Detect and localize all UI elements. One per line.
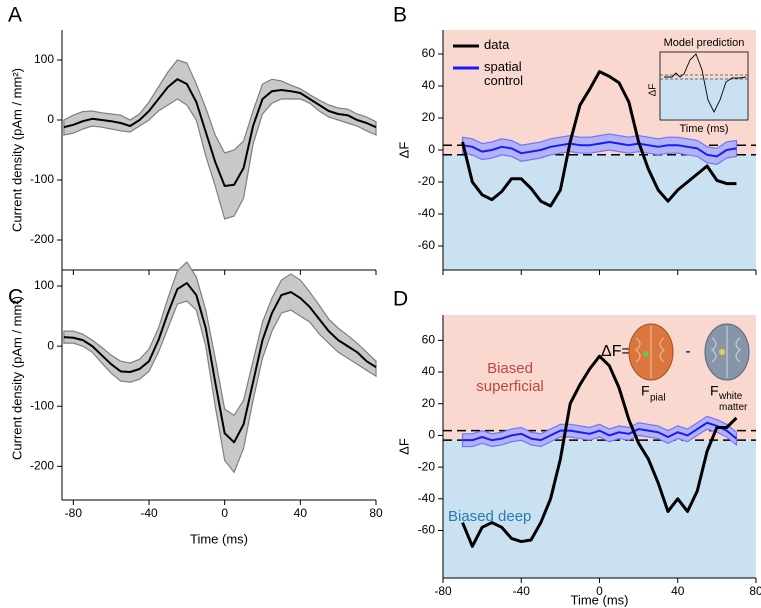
- biased-superficial-box: Biased superficial: [476, 360, 544, 395]
- x-tick-label: 40: [294, 506, 308, 520]
- biased-deep: Biased deep: [448, 508, 532, 525]
- region-below: [443, 154, 756, 270]
- x-tick-label: -80: [434, 584, 452, 598]
- series-line: [63, 78, 377, 187]
- white-sub: white matter: [719, 391, 748, 413]
- x-tick-label: -40: [513, 584, 531, 598]
- y-axis-label: Current density (pAm / mm²): [9, 296, 24, 460]
- y-tick-label: -20: [418, 459, 436, 473]
- legend-label-box: data: [484, 38, 510, 52]
- error-band: [63, 59, 377, 220]
- y-tick-label: 0: [428, 142, 435, 156]
- inset-ylabel: ΔF: [648, 84, 659, 97]
- panel-label: A: [8, 4, 22, 27]
- y-axis-label: Current density (pAm / mm²): [9, 68, 24, 232]
- y-tick-label: 40: [422, 78, 436, 92]
- inset-lower: [660, 78, 748, 120]
- y-tick-label: 100: [34, 278, 54, 292]
- y-tick-label: -40: [418, 491, 436, 505]
- f-white: F: [710, 383, 719, 399]
- y-tick-label: -60: [418, 523, 436, 537]
- error-band: [461, 133, 738, 166]
- y-tick-label: 20: [422, 110, 436, 124]
- f-pial: F: [641, 383, 650, 399]
- series-line: [462, 421, 738, 442]
- x-tick-label: 80: [369, 506, 383, 520]
- y-tick-label: 0: [428, 428, 435, 442]
- y-tick-label: 0: [47, 338, 54, 352]
- biased-deep-box: Biased deep: [448, 508, 532, 525]
- panel-label: B: [393, 4, 407, 27]
- x-tick-label: 80: [749, 584, 761, 598]
- brain-spot: [719, 349, 725, 355]
- equation: ΔF=: [601, 343, 631, 360]
- brain-spot: [643, 351, 649, 357]
- white-sub-box: white matter: [719, 391, 748, 413]
- biased-superficial: Biased superficial: [476, 360, 544, 395]
- x-tick-label: 0: [596, 584, 603, 598]
- legend-label: data: [484, 38, 510, 52]
- minus: -: [685, 343, 690, 360]
- inset-title: Model prediction: [664, 37, 745, 49]
- inset-curve: [664, 53, 747, 114]
- y-tick-label: 100: [34, 52, 54, 66]
- series-line: [461, 70, 737, 208]
- y-tick-label: 20: [422, 396, 436, 410]
- legend-label: spatial control: [484, 60, 524, 88]
- y-tick-label: -20: [418, 174, 436, 188]
- y-tick-label: 60: [422, 46, 436, 60]
- y-tick-label: -200: [30, 232, 54, 246]
- y-tick-label: 40: [422, 364, 436, 378]
- y-tick-label: -200: [30, 459, 54, 473]
- x-tick-label: -40: [140, 506, 158, 520]
- x-tick-label: -80: [65, 506, 83, 520]
- y-tick-label: 60: [422, 333, 436, 347]
- error-band: [63, 261, 377, 474]
- x-axis-label: Time (ms): [570, 592, 628, 607]
- pial-sub: pial: [650, 393, 666, 404]
- y-tick-label: -100: [30, 172, 54, 186]
- y-tick-label: -60: [418, 238, 436, 252]
- inset-xlabel: Time (ms): [679, 123, 728, 135]
- x-axis-label: Time (ms): [190, 531, 248, 546]
- y-axis-label: ΔF: [396, 142, 411, 159]
- brain-folds: [635, 326, 665, 378]
- y-tick-label: 0: [47, 112, 54, 126]
- y-axis-label: ΔF: [396, 438, 411, 455]
- panel-label: D: [393, 288, 408, 311]
- brain-folds: [711, 326, 741, 378]
- x-tick-label: 40: [671, 584, 685, 598]
- x-tick-label: 0: [221, 506, 228, 520]
- legend-label-box: spatial control: [484, 60, 524, 88]
- y-tick-label: -100: [30, 398, 54, 412]
- y-tick-label: -40: [418, 206, 436, 220]
- inset-frame: [659, 51, 749, 121]
- series-line: [461, 354, 738, 548]
- series-line: [462, 141, 737, 158]
- series-line: [63, 282, 377, 444]
- panel-label: C: [8, 286, 23, 309]
